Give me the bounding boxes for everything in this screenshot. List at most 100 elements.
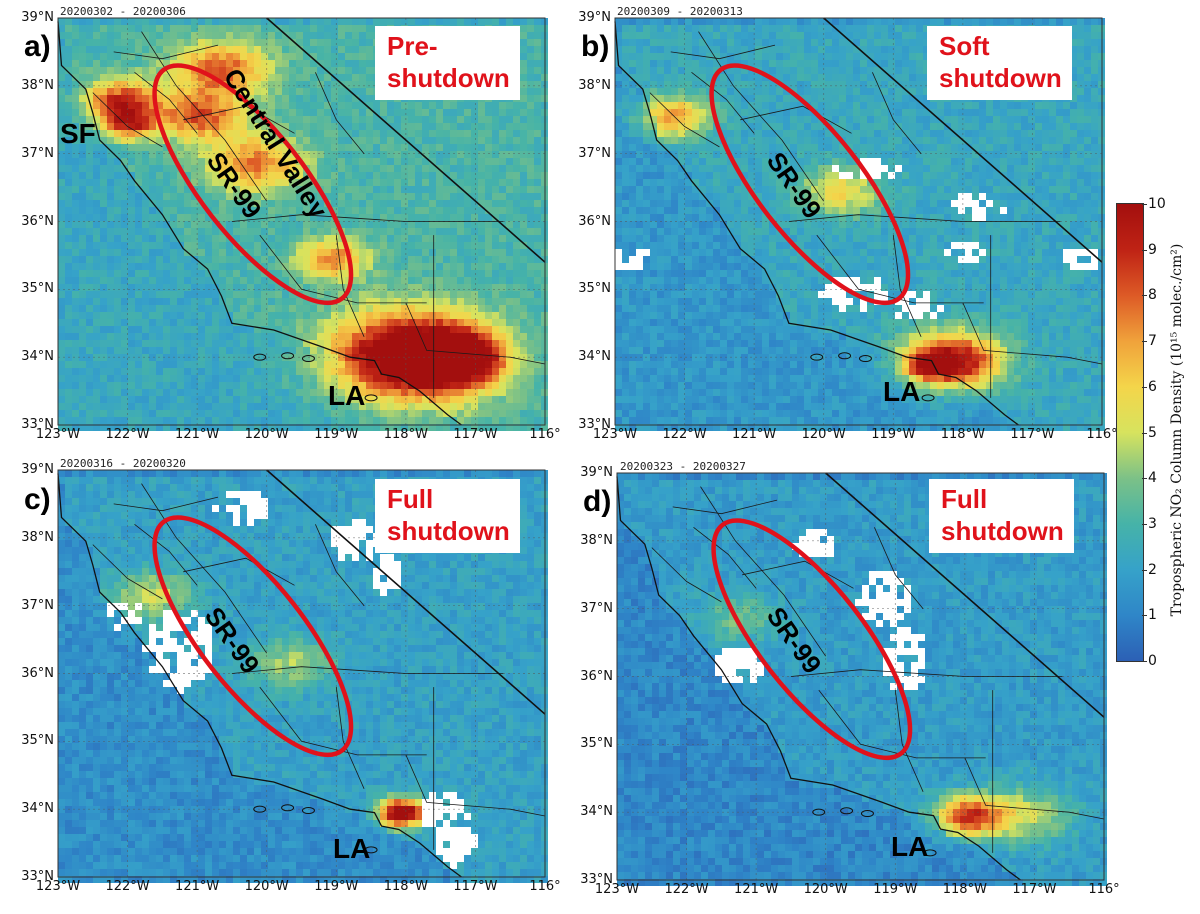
lat-label: 36°N bbox=[578, 213, 611, 229]
la-label: LA bbox=[891, 831, 929, 862]
colorbar-tick-label: 8 bbox=[1148, 287, 1157, 304]
colorbar-tick-label: 7 bbox=[1148, 333, 1157, 350]
colorbar-tick-mark bbox=[1142, 341, 1147, 343]
lon-label: 116° bbox=[1086, 427, 1118, 442]
lon-label: 120°W bbox=[801, 427, 846, 442]
lon-label: 123°W bbox=[35, 427, 81, 442]
lat-label: 33°N bbox=[580, 872, 613, 887]
lat-label: 38°N bbox=[578, 77, 611, 93]
lon-label: 122°W bbox=[105, 879, 150, 894]
la-label: LA bbox=[328, 380, 366, 411]
lat-label: 34°N bbox=[580, 804, 613, 820]
island bbox=[301, 355, 315, 363]
coastline bbox=[614, 21, 1019, 426]
lon-label: 117°W bbox=[1010, 427, 1055, 442]
lon-label: 123°W bbox=[592, 427, 638, 442]
lon-label: 117°W bbox=[1012, 882, 1057, 897]
lon-label: 117°W bbox=[453, 427, 498, 442]
lon-label: 118°W bbox=[383, 879, 428, 894]
lat-label: 39°N bbox=[21, 462, 54, 477]
lon-label: 120°W bbox=[244, 427, 289, 442]
lon-label: 120°W bbox=[803, 882, 848, 897]
lat-label: 36°N bbox=[580, 668, 613, 684]
sf-label: SF bbox=[60, 118, 96, 149]
period-title-line-1: Pre- bbox=[387, 31, 438, 61]
lat-label: 34°N bbox=[21, 801, 54, 817]
lat-label: 34°N bbox=[578, 349, 611, 365]
lon-label: 119°W bbox=[871, 427, 916, 442]
island bbox=[281, 352, 295, 360]
island bbox=[858, 355, 872, 363]
central-valley-ellipse bbox=[709, 63, 911, 306]
county-borders bbox=[92, 483, 546, 850]
lat-label: 37°N bbox=[578, 145, 611, 161]
colorbar-tick-label: 0 bbox=[1148, 653, 1157, 669]
colorbar-tick-mark bbox=[1142, 569, 1147, 571]
period-title: Pre- shutdown bbox=[375, 26, 520, 100]
island bbox=[838, 352, 852, 360]
lat-label: 33°N bbox=[21, 869, 54, 884]
date-range: 20200309 - 20200313 bbox=[617, 5, 743, 18]
map-frame bbox=[614, 17, 1103, 426]
lat-label: 38°N bbox=[580, 532, 613, 548]
lon-label: 116° bbox=[1088, 882, 1120, 897]
lat-label: 36°N bbox=[21, 213, 54, 229]
coastline bbox=[57, 473, 462, 878]
lon-label: 123°W bbox=[594, 882, 640, 897]
colorbar-tick-label: 1 bbox=[1148, 607, 1157, 624]
lon-label: 122°W bbox=[664, 882, 709, 897]
la-label: LA bbox=[333, 833, 371, 864]
lon-label: 116° bbox=[529, 879, 561, 894]
lat-label: 37°N bbox=[21, 145, 54, 161]
lon-label: 116° bbox=[529, 427, 561, 442]
central-valley-ellipse bbox=[152, 63, 354, 306]
date-range: 20200323 - 20200327 bbox=[620, 460, 746, 473]
island bbox=[860, 810, 874, 818]
lat-label: 37°N bbox=[580, 600, 613, 616]
lon-label: 121°W bbox=[175, 427, 220, 442]
lat-label: 33°N bbox=[578, 417, 611, 432]
island bbox=[281, 804, 295, 812]
colorbar-tick-mark bbox=[1142, 249, 1147, 251]
island bbox=[923, 849, 937, 857]
central-valley-ellipse bbox=[152, 515, 354, 758]
lon-label: 122°W bbox=[662, 427, 707, 442]
lat-label: 35°N bbox=[578, 281, 611, 297]
lat-label: 34°N bbox=[21, 349, 54, 365]
colorbar-tick-label: 10 bbox=[1148, 196, 1166, 212]
colorbar-tick-mark bbox=[1142, 295, 1147, 297]
lat-label: 39°N bbox=[580, 465, 613, 480]
lon-label: 118°W bbox=[942, 882, 987, 897]
lon-label: 119°W bbox=[314, 427, 359, 442]
map-panel-a: 20200302 - 20200306 39°N 38°N 37°N 36°N 35°N… bbox=[0, 0, 560, 457]
central-valley-ellipse bbox=[711, 518, 913, 761]
period-title-line-1: Soft bbox=[939, 31, 990, 61]
panel-letter: c) bbox=[24, 483, 51, 516]
map-frame bbox=[616, 472, 1105, 881]
county-borders bbox=[651, 486, 1105, 853]
map-frame bbox=[57, 17, 546, 426]
island bbox=[840, 807, 854, 815]
panel-letter: d) bbox=[583, 485, 612, 518]
map-frame bbox=[57, 469, 546, 878]
state-line bbox=[825, 472, 1105, 718]
period-title: Full shutdown bbox=[375, 479, 520, 553]
coastline bbox=[616, 476, 1021, 881]
colorbar-tick-label: 6 bbox=[1148, 378, 1157, 395]
map-panel-d: 20200323 - 20200327 39°N 38°N 37°N 36°N 35°N… bbox=[557, 455, 1120, 914]
map-panel-b: 20200309 - 20200313 39°N 38°N 37°N 36°N 35°N… bbox=[557, 0, 1117, 457]
lon-label: 120°W bbox=[244, 879, 289, 894]
island bbox=[301, 807, 315, 815]
island bbox=[253, 353, 267, 361]
colorbar-tick-label: 9 bbox=[1148, 241, 1157, 258]
lat-label: 38°N bbox=[21, 77, 54, 93]
island bbox=[810, 353, 824, 361]
lat-label: 37°N bbox=[21, 597, 54, 613]
state-line bbox=[266, 17, 546, 263]
period-title: Full shutdown bbox=[929, 479, 1074, 553]
colorbar-tick-mark bbox=[1142, 615, 1147, 617]
lon-label: 121°W bbox=[175, 879, 220, 894]
lon-label: 119°W bbox=[873, 882, 918, 897]
lon-label: 122°W bbox=[105, 427, 150, 442]
lat-label: 35°N bbox=[21, 281, 54, 297]
